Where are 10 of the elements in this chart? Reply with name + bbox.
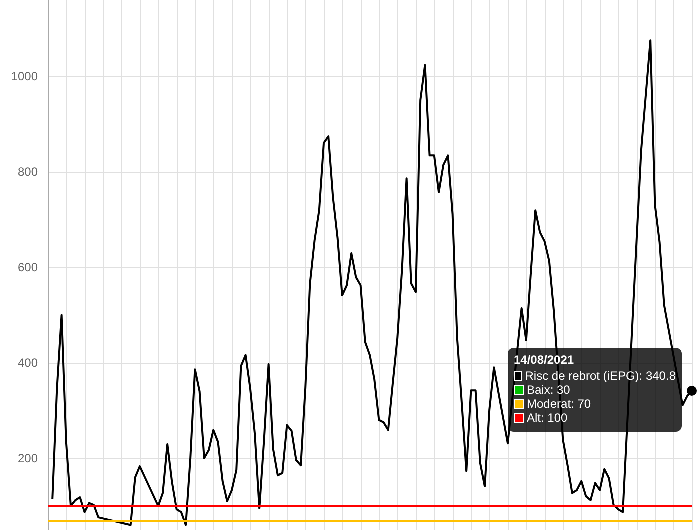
y-tick-label: 1000 [11, 69, 38, 84]
annotation: Alt: 100 [527, 411, 568, 425]
annotation: Risc de rebrot (iEPG): 340.8 [525, 369, 676, 383]
y-tick-label: 400 [18, 356, 38, 370]
y-tick-label: 800 [18, 164, 38, 179]
y-tick-label: 200 [18, 451, 38, 466]
annotation: Moderat: 70 [527, 397, 592, 411]
annotation: Baix: 30 [527, 383, 570, 397]
annotation: 14/08/2021 [514, 353, 576, 367]
y-tick-label: 600 [18, 260, 38, 274]
